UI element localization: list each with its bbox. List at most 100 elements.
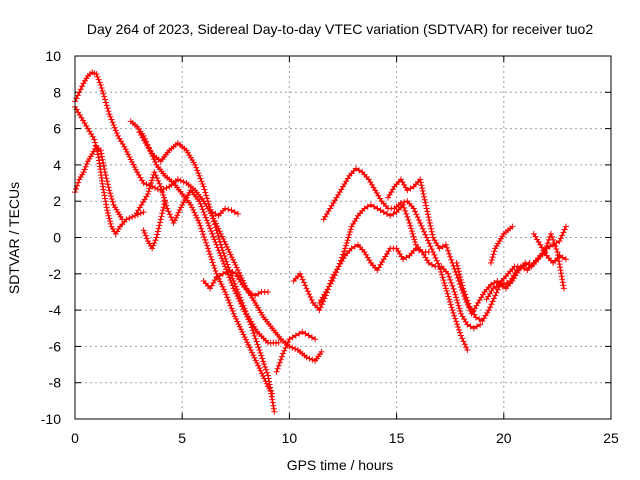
data-point-marker [421,193,428,200]
data-point-marker [487,281,494,288]
data-point-marker [549,233,556,240]
data-point-marker [253,359,260,366]
data-point-marker [196,172,203,179]
data-point-marker [214,230,221,237]
data-point-marker [103,204,110,211]
y-tick-label: -8 [49,375,62,391]
data-point-marker [238,274,245,281]
data-point-marker [227,302,234,309]
data-point-marker [199,228,206,235]
data-point-marker [456,271,463,278]
data-point-marker [491,279,498,286]
data-point-marker [553,245,560,252]
data-point-marker [106,215,113,222]
data-point-marker [129,213,136,220]
data-point-marker [406,219,413,226]
data-point-marker [156,222,163,229]
data-point-marker [433,257,440,264]
data-point-marker [234,293,241,300]
data-point-marker [111,124,118,131]
series-track-13 [316,201,484,332]
data-point-marker [248,290,255,297]
data-point-marker [107,220,114,227]
data-point-marker [255,362,262,369]
series-track-10 [273,328,319,375]
data-point-marker [361,205,368,212]
data-point-marker [196,198,203,205]
data-point-marker [474,323,480,330]
data-point-marker [244,313,251,320]
data-point-marker [256,347,263,354]
data-point-marker [203,192,210,199]
y-tick-label: -10 [41,411,61,427]
data-point-marker [201,234,208,241]
data-point-marker [440,277,447,284]
data-point-marker [559,276,566,283]
data-point-marker [489,254,496,261]
data-point-marker [409,230,416,237]
data-point-marker [453,259,460,266]
data-point-marker [522,259,529,266]
series-track-9 [209,205,241,219]
data-point-marker [240,331,247,338]
data-point-marker [235,295,242,302]
data-point-marker [97,147,104,154]
data-point-marker [489,298,496,305]
data-point-marker [233,290,240,297]
data-point-marker [202,236,209,243]
data-point-marker [269,396,276,403]
data-point-marker [557,267,564,274]
data-point-marker [493,283,500,290]
data-point-marker [206,251,213,258]
data-point-marker [451,312,458,319]
series-track-3 [72,103,147,237]
data-point-marker [462,291,469,298]
series-line [455,226,567,322]
data-point-marker [267,384,274,391]
data-point-marker [151,239,158,246]
data-point-marker [374,205,381,212]
data-point-marker [344,237,351,244]
series-track-17 [487,223,516,266]
data-point-marker [242,336,249,343]
series-track-18 [530,230,569,266]
data-point-marker [107,113,114,120]
data-point-marker [329,278,336,285]
data-point-marker [109,198,116,205]
data-point-marker [189,204,196,211]
data-point-marker [212,267,219,274]
data-point-marker [146,185,153,192]
data-point-marker [203,217,210,224]
data-point-marker [383,210,390,217]
data-point-marker [161,201,168,208]
data-point-marker [245,316,252,323]
y-axis-label: SDTVAR / TECUs [6,182,22,294]
data-point-marker [228,254,235,261]
data-point-marker [436,245,443,252]
data-point-marker [217,278,224,285]
data-point-marker [122,146,129,153]
data-point-marker [92,139,99,146]
data-point-marker [94,73,101,80]
data-point-marker [210,262,217,269]
data-point-marker [331,272,338,279]
data-point-marker [445,247,452,254]
data-point-marker [155,225,162,232]
data-point-marker [341,248,348,255]
data-point-marker [215,233,222,240]
y-tick-label: 0 [53,230,61,246]
data-point-marker [485,307,492,314]
data-point-marker [101,93,108,100]
data-point-marker [439,243,446,250]
data-point-marker [456,305,463,312]
data-point-marker [105,212,112,219]
data-point-marker [158,186,165,193]
data-point-marker [211,221,218,228]
data-point-marker [98,153,105,160]
data-point-marker [380,209,387,216]
data-point-marker [264,372,271,379]
x-tick-label: 0 [71,430,79,446]
data-point-marker [240,306,247,313]
data-point-marker [244,339,251,346]
data-point-marker [269,399,276,406]
